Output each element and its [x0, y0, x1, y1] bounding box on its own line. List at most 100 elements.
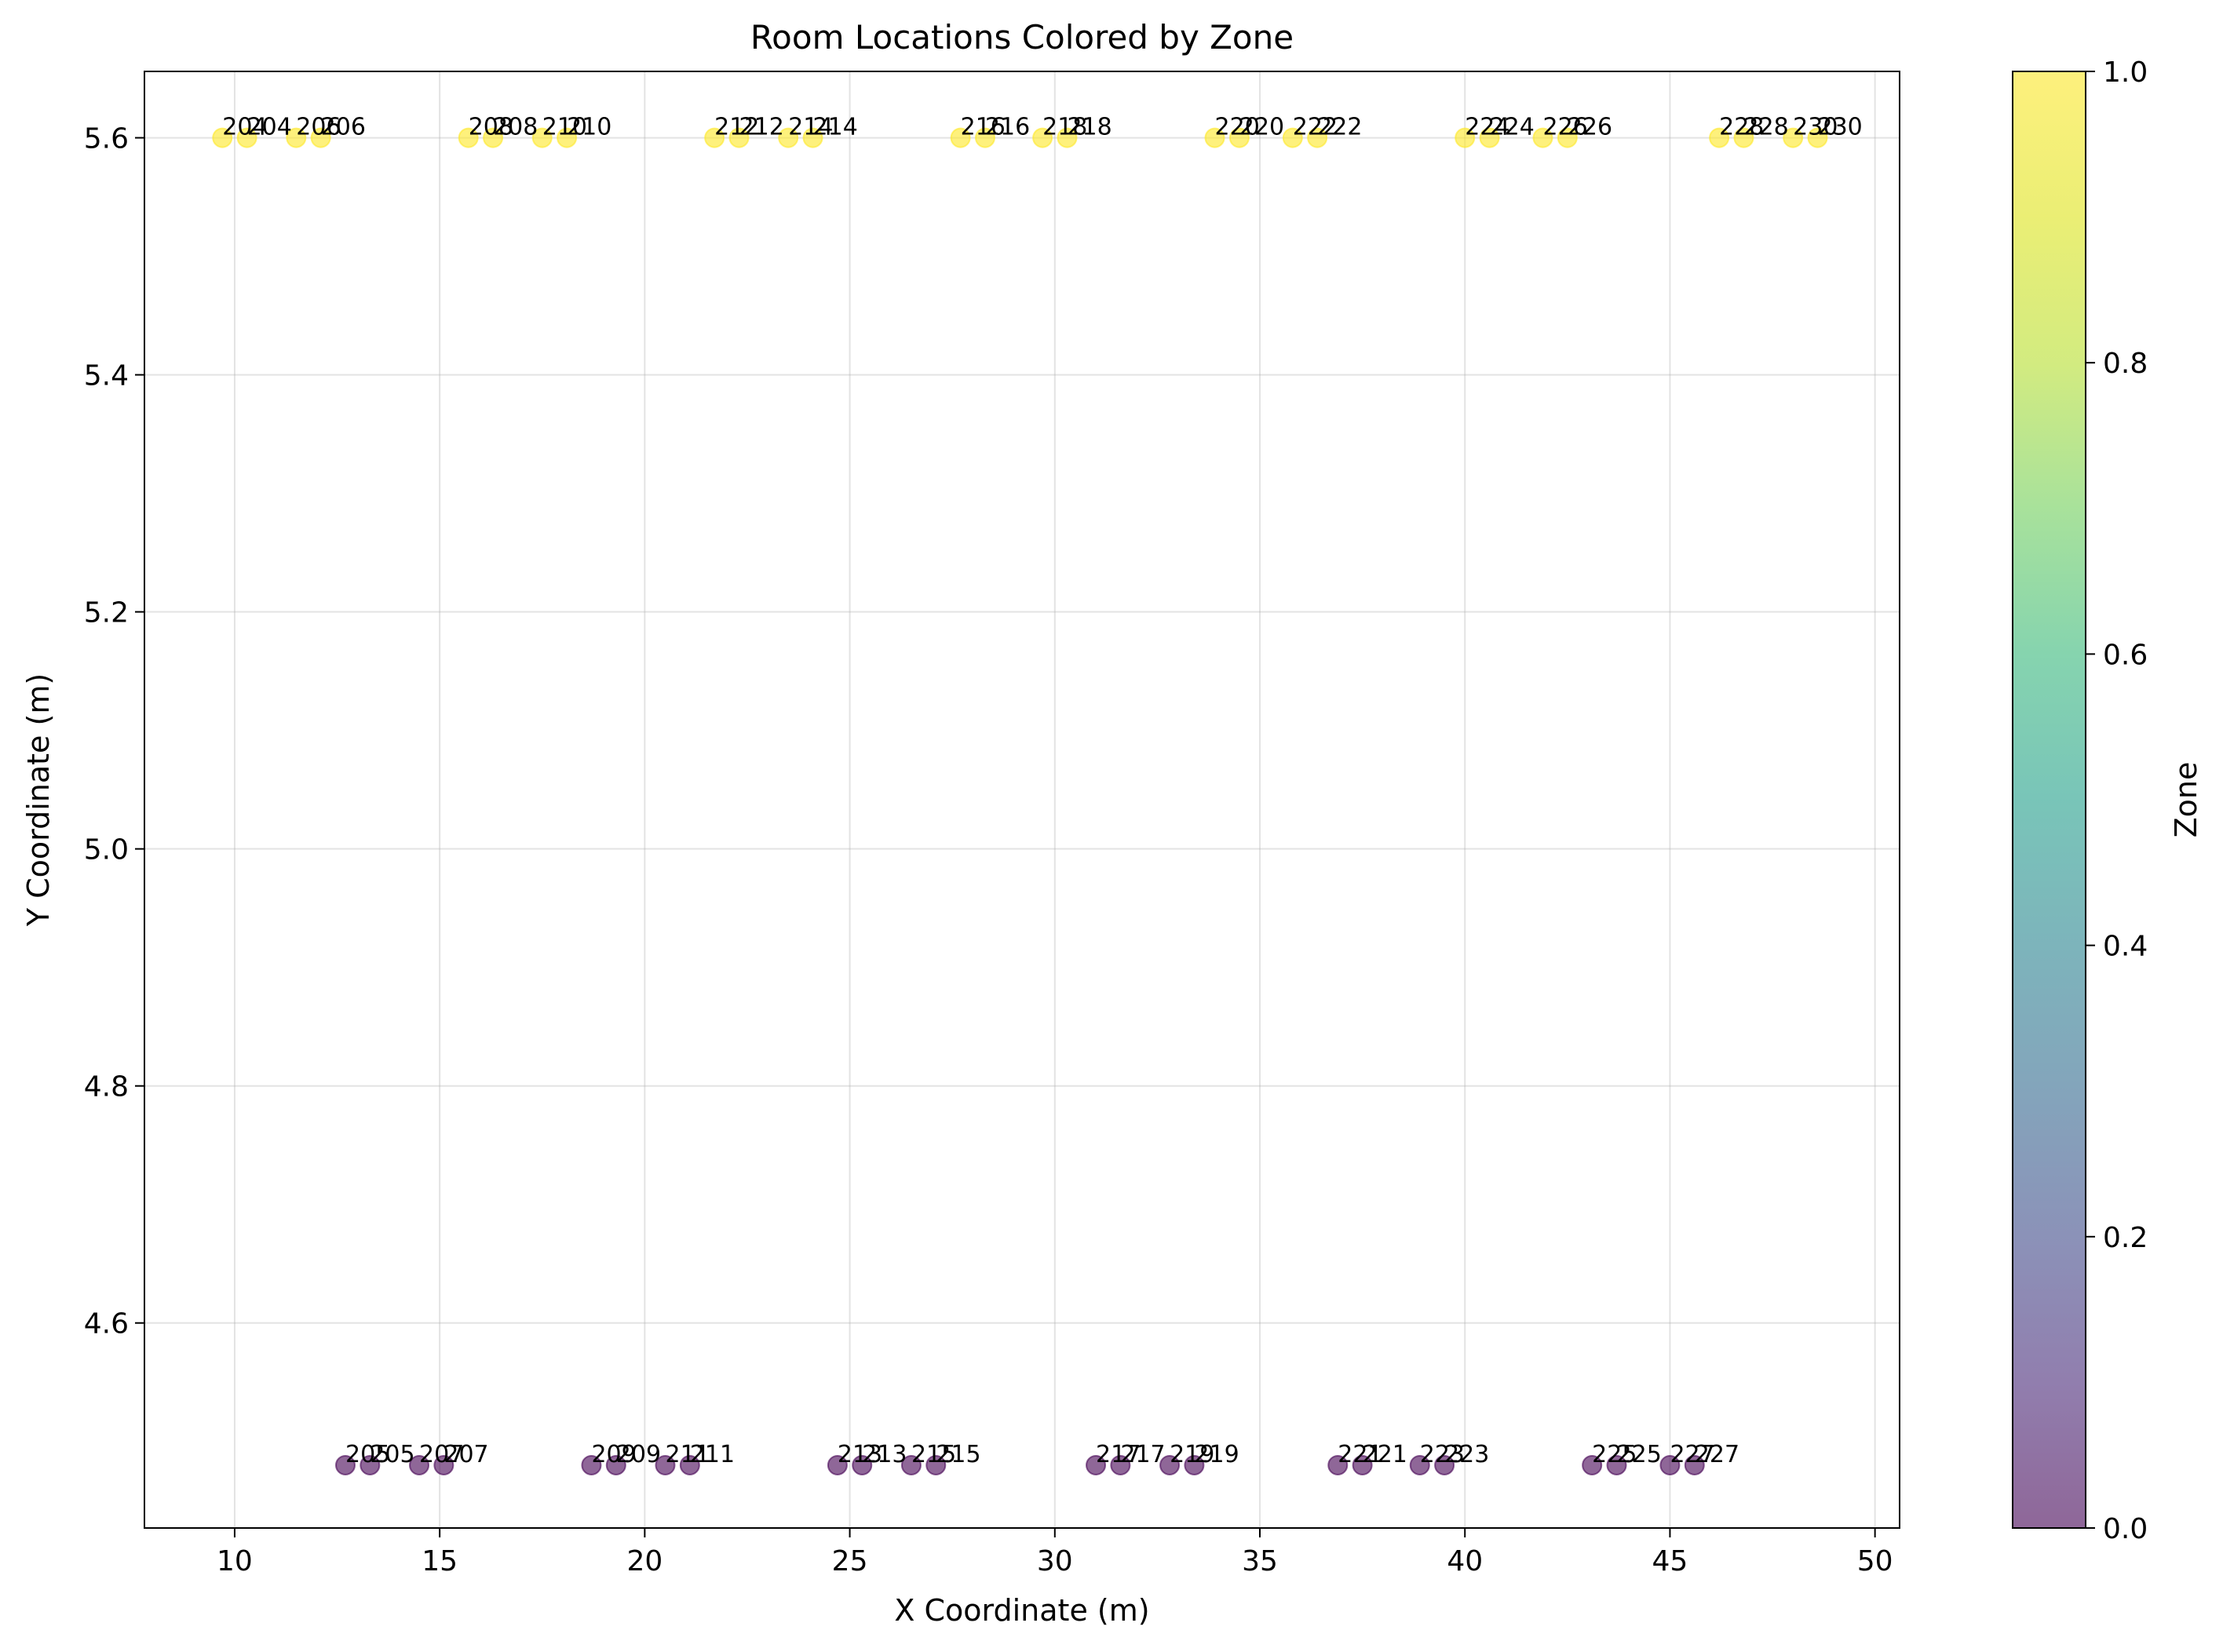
room-label: 225: [1617, 1441, 1662, 1468]
chart-title: Room Locations Colored by Zone: [750, 18, 1294, 57]
x-tick-label: 10: [217, 1545, 253, 1577]
room-point: [1327, 1454, 1349, 1475]
room-point: [409, 1454, 430, 1475]
room-label: 205: [345, 1441, 390, 1468]
room-point: [679, 1454, 700, 1475]
colorbar-tick-label: 0.0: [2103, 1513, 2148, 1545]
room-label: 209: [591, 1441, 636, 1468]
y-tick-label: 4.6: [84, 1308, 129, 1340]
colorbar-tick-label: 0.8: [2103, 348, 2148, 380]
x-axis-ticks: 10 15 20 25 30 35 40 45 50: [217, 1528, 1893, 1577]
room-label: 206: [296, 114, 341, 141]
room-point: [1086, 1454, 1107, 1475]
y-tick-label: 5.6: [84, 123, 129, 155]
room-point: [1684, 1454, 1705, 1475]
x-axis-label: X Coordinate (m): [894, 1593, 1149, 1628]
colorbar-ticks: 0.0 0.2 0.4 0.6 0.8 1.0: [2086, 57, 2148, 1545]
room-label: 224: [1465, 114, 1509, 141]
room-label: 222: [1317, 114, 1362, 141]
room-label: 230: [1818, 114, 1863, 141]
room-label: 211: [665, 1441, 710, 1468]
x-tick-label: 40: [1447, 1545, 1483, 1577]
room-label: 218: [1042, 114, 1087, 141]
room-point: [1159, 1454, 1181, 1475]
room-label: 217: [1096, 1441, 1141, 1468]
x-tick-label: 45: [1652, 1545, 1688, 1577]
room-label: 205: [370, 1441, 414, 1468]
x-tick-label: 50: [1857, 1545, 1893, 1577]
room-label: 213: [862, 1441, 907, 1468]
room-label: 207: [444, 1441, 488, 1468]
room-label: 223: [1444, 1441, 1489, 1468]
room-label: 210: [567, 114, 611, 141]
room-label: 224: [1490, 114, 1535, 141]
room-point: [1228, 127, 1250, 148]
room-point: [557, 127, 578, 148]
room-label: 226: [1542, 114, 1587, 141]
colorbar-tick-label: 0.4: [2103, 931, 2148, 963]
room-label: 218: [1067, 114, 1112, 141]
room-label: 215: [911, 1441, 956, 1468]
colorbar-tick-label: 1.0: [2103, 57, 2148, 89]
room-point: [1307, 127, 1328, 148]
room-label: 216: [985, 114, 1030, 141]
room-point: [1783, 127, 1804, 148]
room-label: 208: [469, 114, 513, 141]
room-point: [655, 1454, 676, 1475]
room-point: [1057, 127, 1078, 148]
room-point: [212, 127, 233, 148]
room-point: [1409, 1454, 1430, 1475]
room-point: [531, 127, 553, 148]
room-label: 225: [1592, 1441, 1637, 1468]
room-point: [334, 1454, 356, 1475]
room-point: [1807, 127, 1828, 148]
room-point: [1032, 127, 1053, 148]
room-point: [483, 127, 504, 148]
colorbar: [2012, 71, 2086, 1529]
room-point: [900, 1454, 922, 1475]
room-label: 227: [1695, 1441, 1739, 1468]
room-label: 208: [493, 114, 538, 141]
room-point: [433, 1454, 454, 1475]
room-label: 212: [739, 114, 784, 141]
room-point: [925, 1454, 947, 1475]
y-tick-label: 5.2: [84, 597, 129, 629]
room-point: [286, 127, 307, 148]
room-point: [704, 127, 725, 148]
room-label: 221: [1363, 1441, 1407, 1468]
room-point: [802, 127, 823, 148]
room-point: [1352, 1454, 1373, 1475]
x-tick-label: 35: [1242, 1545, 1278, 1577]
colorbar-label: Zone: [2169, 762, 2203, 838]
colorbar-tick-label: 0.6: [2103, 639, 2148, 671]
room-label: 230: [1793, 114, 1838, 141]
y-tick-label: 5.0: [84, 834, 129, 866]
x-tick-label: 15: [422, 1545, 458, 1577]
y-tick-label: 5.4: [84, 360, 129, 392]
room-label: 220: [1239, 114, 1284, 141]
room-label: 221: [1338, 1441, 1382, 1468]
room-label: 227: [1670, 1441, 1714, 1468]
room-point: [1479, 127, 1500, 148]
room-label: 204: [222, 114, 267, 141]
room-point: [950, 127, 971, 148]
room-label: 220: [1215, 114, 1260, 141]
room-point: [1455, 127, 1476, 148]
room-label: 222: [1293, 114, 1338, 141]
room-point: [1606, 1454, 1627, 1475]
grid: [144, 71, 1900, 1528]
room-label: 210: [542, 114, 587, 141]
room-point: [1434, 1454, 1455, 1475]
room-label: 226: [1568, 114, 1612, 141]
room-point: [974, 127, 995, 148]
room-point: [1659, 1454, 1681, 1475]
y-axis-ticks: 4.6 4.8 5.0 5.2 5.4 5.6: [84, 123, 144, 1340]
colorbar-tick-label: 0.2: [2103, 1222, 2148, 1254]
room-point: [1709, 127, 1730, 148]
scatter-points: [212, 127, 1828, 1475]
room-label: 215: [936, 1441, 980, 1468]
y-tick-label: 4.8: [84, 1071, 129, 1103]
